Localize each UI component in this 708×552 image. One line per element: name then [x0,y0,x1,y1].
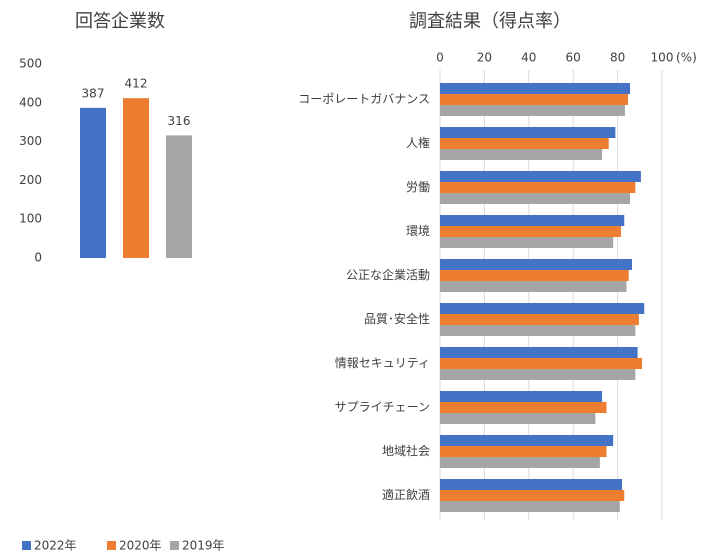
bar [440,490,625,501]
y-tick-label: 200 [19,173,42,187]
bar [440,105,625,116]
category-label: 環境 [406,223,430,238]
bar [440,501,620,512]
x-tick-label: 100 [651,51,674,65]
bar [123,98,149,258]
category-label: 地域社会 [382,443,430,458]
y-tick-label: 0 [34,251,42,265]
bar [440,435,614,446]
y-tick-label: 300 [19,134,42,148]
bar [166,135,192,258]
bar [440,402,607,413]
bar [440,457,600,468]
x-tick-label: 20 [477,51,492,65]
x-tick-label: 80 [610,51,625,65]
bar [440,94,629,105]
bar [440,303,645,314]
data-label: 316 [168,114,191,128]
bar [440,446,607,457]
bar [440,138,609,149]
data-label: 387 [82,86,105,100]
bar [440,281,627,292]
x-tick-label: 40 [521,51,536,65]
bar [440,369,636,380]
bar [440,226,621,237]
bar [440,259,633,270]
bar [80,107,106,259]
x-tick-label: 60 [566,51,581,65]
bar [440,171,641,182]
category-label: 公正な企業活動 [346,267,430,282]
bar [440,149,603,160]
x-axis-unit: (%) [676,51,697,65]
legend-label: 2020年 [119,539,162,552]
bar [440,193,631,204]
bar [440,83,631,94]
bar [440,215,625,226]
legend-label: 2019年 [182,539,225,552]
category-label: 品質･安全性 [364,311,430,326]
bar [440,347,638,358]
x-tick-label: 0 [436,51,444,65]
bar [440,270,629,281]
chart-title: 調査結果（得点率） [409,11,571,32]
bar [440,391,603,402]
legend-swatch [170,541,179,550]
category-label: 人権 [406,135,430,150]
category-label: サプライチェーン [335,400,430,414]
category-label: 労働 [406,180,430,194]
bar [440,325,636,336]
bar [440,127,616,138]
chart-title: 回答企業数 [75,11,165,32]
legend-swatch [107,541,116,550]
category-label: 適正飲酒 [382,487,430,502]
legend-swatch [22,541,31,550]
data-label: 412 [125,77,148,91]
bar [440,358,643,369]
bar [440,182,636,193]
y-tick-label: 100 [19,212,42,226]
category-label: コーポレートガバナンス [298,92,430,106]
y-tick-label: 500 [19,57,42,71]
legend-label: 2022年 [34,539,77,552]
bar [440,413,596,424]
category-label: 情報セキュリティ [335,356,430,370]
bar [440,314,639,325]
bar [440,479,623,490]
y-tick-label: 400 [19,95,42,109]
bar [440,237,614,248]
